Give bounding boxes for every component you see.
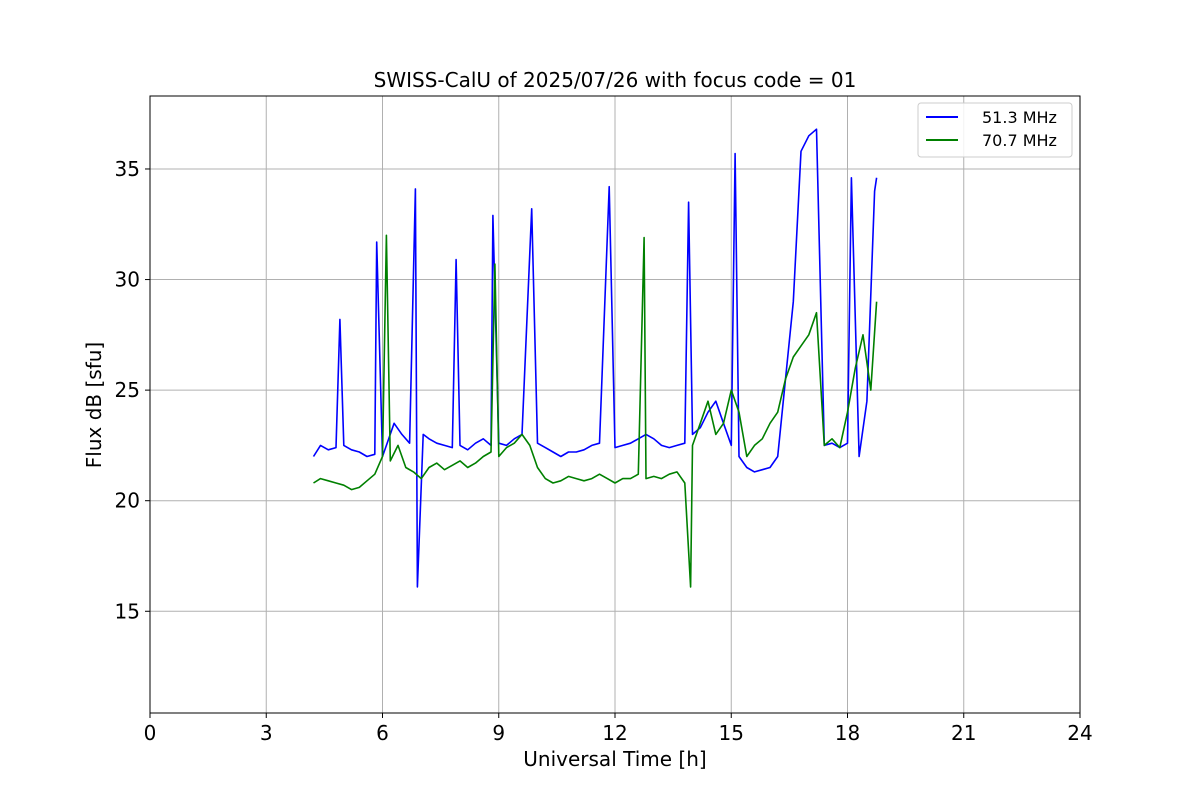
x-axis-ticks: 0 3 6 9 12 15 18 21 24	[144, 713, 1093, 745]
y-tick-label: 25	[115, 378, 140, 402]
x-tick-label: 9	[492, 721, 505, 745]
x-tick-label: 18	[835, 721, 860, 745]
x-axis-label: Universal Time [h]	[523, 747, 706, 771]
series-layer	[312, 128, 878, 588]
x-tick-label: 24	[1067, 721, 1092, 745]
y-axis-label: Flux dB [sfu]	[82, 342, 106, 468]
x-tick-label: 6	[376, 721, 389, 745]
legend: 51.3 MHz 70.7 MHz	[917, 102, 1073, 158]
y-axis-ticks: 15 20 25 30 35	[115, 157, 150, 623]
legend-label-70-7: 70.7 MHz	[982, 131, 1057, 150]
x-tick-label: 0	[144, 721, 157, 745]
series-line-70-7	[313, 234, 878, 588]
y-tick-label: 15	[115, 599, 140, 623]
x-tick-label: 3	[260, 721, 273, 745]
y-tick-label: 35	[115, 157, 140, 181]
y-tick-label: 30	[115, 268, 140, 292]
series-line-51-3	[312, 128, 878, 588]
x-tick-label: 15	[719, 721, 744, 745]
y-tick-label: 20	[115, 489, 140, 513]
chart-title: SWISS-CalU of 2025/07/26 with focus code…	[374, 68, 857, 92]
legend-label-51-3: 51.3 MHz	[982, 108, 1057, 127]
x-tick-label: 12	[602, 721, 627, 745]
x-tick-label: 21	[951, 721, 976, 745]
